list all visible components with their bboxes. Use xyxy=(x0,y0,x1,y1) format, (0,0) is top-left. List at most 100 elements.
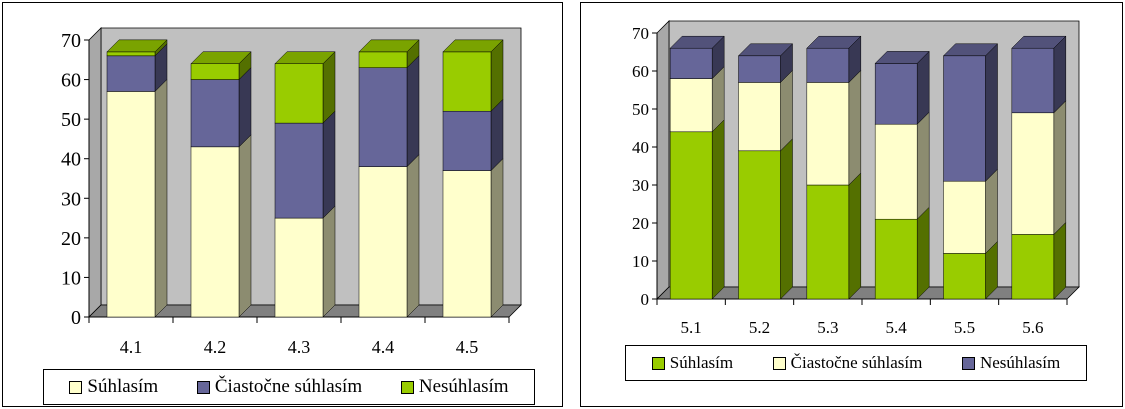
x-tick-label: 5.1 xyxy=(681,318,702,337)
bar-segment xyxy=(106,91,156,318)
bar-segment xyxy=(669,131,713,300)
legend-swatch xyxy=(772,356,786,370)
bar-segment xyxy=(806,82,850,186)
bar-segment xyxy=(738,150,781,300)
legend-left: Súhlasím Čiastočne súhlasím Nesúhlasím xyxy=(43,369,535,405)
y-tick-label: 20 xyxy=(61,228,81,250)
bar-segment xyxy=(1011,234,1055,300)
bar-top xyxy=(737,43,794,57)
x-tick-label: 5.3 xyxy=(817,318,838,337)
y-tick-label: 50 xyxy=(61,109,81,131)
bar-segment xyxy=(806,47,850,83)
chart-left: 0 10 20 30 40 50 60 70 4.1 4.2 4.3 4.4 4.5 xyxy=(61,27,522,357)
bar-top xyxy=(274,51,336,64)
legend-item: Čiastočne súhlasím xyxy=(772,353,923,373)
bar-side xyxy=(780,69,793,152)
bar-side xyxy=(322,51,336,124)
legend-swatch xyxy=(651,356,665,370)
y-tick-label: 70 xyxy=(632,24,649,43)
bar-side xyxy=(490,98,504,172)
bar-side xyxy=(780,138,793,300)
bar-side xyxy=(916,206,930,300)
y-tick-label: 70 xyxy=(61,30,81,52)
bar-segment xyxy=(943,55,986,182)
bar-top xyxy=(442,39,504,53)
bar-segment xyxy=(806,184,850,300)
bar-segment xyxy=(669,78,713,133)
bar-side xyxy=(916,50,930,125)
bar-segment xyxy=(738,55,781,83)
bar-segment xyxy=(358,67,408,167)
bar-segment xyxy=(106,55,156,92)
bar-segment xyxy=(274,122,324,219)
bar-top xyxy=(190,51,252,64)
chart-panel-left: 0 10 20 30 40 50 60 70 4.1 4.2 4.3 4.4 4.5 Súhlasím … xyxy=(2,2,563,407)
y-tick-label: 10 xyxy=(632,252,649,271)
bar-side xyxy=(490,157,504,318)
legend-swatch xyxy=(400,380,414,394)
bar-top xyxy=(358,39,420,53)
y-tick-label: 30 xyxy=(632,176,649,195)
bar-side xyxy=(848,172,862,300)
bar-top xyxy=(874,51,930,64)
legend-label: Nesúhlasím xyxy=(979,353,1061,372)
bar-side xyxy=(406,154,420,318)
bar-segment xyxy=(874,123,918,220)
y-tick-label: 10 xyxy=(61,267,81,289)
x-tick-label: 4.1 xyxy=(120,337,143,357)
legend-label: Čiastočne súhlasím xyxy=(214,376,363,397)
bar-side xyxy=(916,111,930,220)
bar-side xyxy=(154,78,168,318)
legend-label: Čiastočne súhlasím xyxy=(790,353,923,372)
bar-segment xyxy=(190,146,240,318)
bar-side xyxy=(322,205,336,318)
bar-side xyxy=(985,168,998,255)
bar-side xyxy=(711,119,725,300)
legend-label: Súhlasím xyxy=(87,376,159,397)
bar-segment xyxy=(442,51,492,112)
bar-segment xyxy=(190,79,240,148)
x-tick-label: 4.3 xyxy=(288,337,311,357)
bar-segment xyxy=(738,82,781,152)
side-wall xyxy=(656,20,670,300)
bar-segment xyxy=(1011,47,1055,114)
bar-side xyxy=(406,55,420,168)
bar-segment xyxy=(943,253,986,300)
bar-side xyxy=(1053,100,1067,236)
bar-segment xyxy=(358,166,408,318)
legend-item: Nesúhlasím xyxy=(961,353,1061,373)
bar-top xyxy=(806,35,862,49)
bar-top xyxy=(106,39,168,53)
side-wall xyxy=(88,27,102,318)
bar-segment xyxy=(358,51,408,68)
bar-segment xyxy=(1011,112,1055,235)
y-tick-label: 40 xyxy=(61,149,81,171)
x-tick-label: 4.4 xyxy=(372,337,395,357)
y-tick-label: 20 xyxy=(632,214,649,233)
bar-side xyxy=(238,134,252,318)
bar-top xyxy=(1011,35,1067,49)
x-tick-label: 5.6 xyxy=(1022,318,1043,337)
legend-item: Súhlasím xyxy=(651,353,734,373)
y-tick-label: 60 xyxy=(61,70,81,92)
bar-segment xyxy=(274,217,324,318)
bar-side xyxy=(322,110,336,219)
x-tick-label: 4.2 xyxy=(204,337,227,357)
x-tick-label: 4.5 xyxy=(456,337,479,357)
chart-panel-right: 0 10 20 30 40 50 60 70 5.1 5.2 5.3 5.4 5.5 5.6 Súhlas… xyxy=(580,2,1123,407)
y-tick-label: 50 xyxy=(632,100,649,119)
bar-segment xyxy=(442,110,492,171)
bar-side xyxy=(1053,221,1067,300)
bar-side xyxy=(985,43,998,182)
bar-segment xyxy=(274,63,324,124)
y-tick-label: 60 xyxy=(632,62,649,81)
legend-item: Čiastočne súhlasím xyxy=(196,376,363,398)
bar-side xyxy=(848,69,862,186)
x-tick-label: 5.5 xyxy=(954,318,975,337)
bar-segment xyxy=(669,47,713,79)
y-tick-label: 30 xyxy=(61,188,81,210)
legend-label: Súhlasím xyxy=(669,353,734,372)
bar-segment xyxy=(943,180,986,254)
bar-side xyxy=(1053,35,1067,114)
bar-side xyxy=(238,66,252,148)
